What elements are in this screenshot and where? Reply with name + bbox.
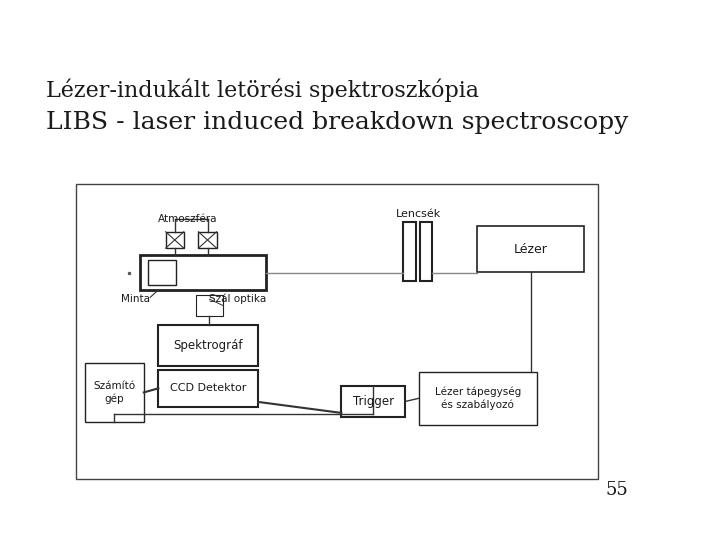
Text: Lézer: Lézer — [513, 242, 548, 255]
Text: Minta: Minta — [121, 294, 150, 304]
Bar — [420, 222, 432, 281]
Bar — [403, 222, 416, 281]
Text: 55: 55 — [606, 481, 628, 500]
Bar — [418, 372, 537, 425]
Text: Szál optika: Szál optika — [210, 294, 266, 305]
Bar — [341, 386, 405, 417]
Text: Lencsék: Lencsék — [396, 208, 441, 219]
Bar — [85, 363, 144, 422]
Text: Spektrográf: Spektrográf — [174, 339, 243, 352]
Bar — [158, 325, 258, 366]
Bar — [166, 232, 184, 248]
Text: Trigger: Trigger — [353, 395, 394, 408]
Bar — [158, 370, 258, 407]
Bar — [196, 295, 223, 315]
Text: Számító
gép: Számító gép — [93, 381, 135, 403]
Bar — [477, 226, 585, 272]
Text: LIBS - laser induced breakdown spectroscopy: LIBS - laser induced breakdown spectrosc… — [45, 111, 628, 134]
Bar — [199, 232, 217, 248]
Text: CCD Detektor: CCD Detektor — [170, 383, 247, 393]
Text: Lézer tápegység
és szabályozó: Lézer tápegység és szabályozó — [435, 387, 521, 410]
Text: Lézer-indukált letörési spektroszkópia: Lézer-indukált letörési spektroszkópia — [45, 79, 479, 103]
Bar — [76, 184, 598, 480]
Bar — [140, 255, 266, 290]
Bar — [148, 260, 176, 286]
Text: Atmoszféra: Atmoszféra — [158, 214, 217, 224]
